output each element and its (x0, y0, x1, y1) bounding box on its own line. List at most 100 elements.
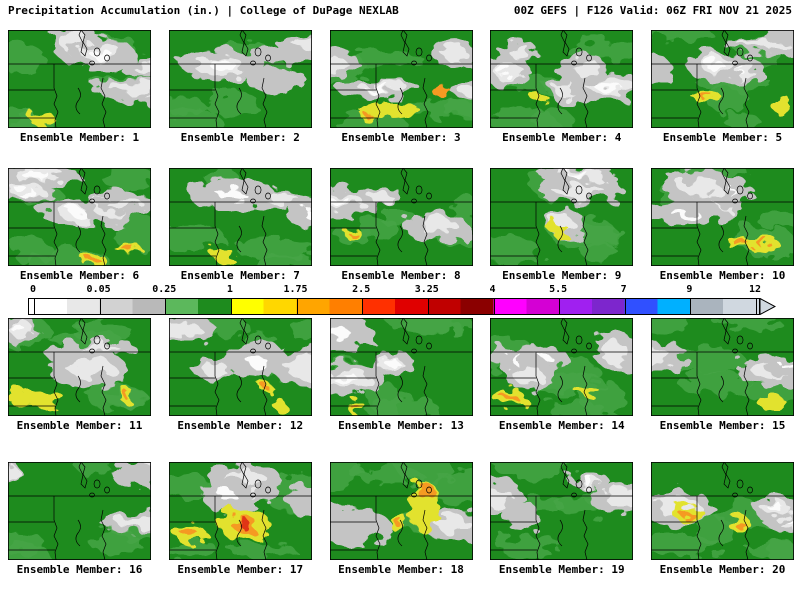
ensemble-panel: Ensemble Member: 1 (8, 30, 151, 144)
map-frame (329, 462, 473, 560)
precip-map (168, 168, 312, 266)
ensemble-panel: Ensemble Member: 6 (8, 168, 151, 282)
state-borders (8, 168, 151, 266)
precip-map (490, 318, 634, 416)
state-borders (168, 318, 312, 416)
header: Precipitation Accumulation (in.) | Colle… (0, 4, 800, 17)
panel-label: Ensemble Member: 19 (498, 563, 625, 576)
colorbar: 0 0.05 0.25 1 1.75 2.5 3.25 4 5.5 7 9 12 (0, 284, 800, 318)
precip-map (490, 30, 634, 128)
precip-blobs (8, 30, 151, 128)
ensemble-panel: Ensemble Member: 16 (8, 462, 151, 576)
ensemble-panel: Ensemble Member: 12 (168, 318, 312, 432)
ensemble-panel: Ensemble Member: 7 (168, 168, 312, 282)
ensemble-panel: Ensemble Member: 11 (8, 318, 151, 432)
precip-blobs (651, 30, 794, 128)
state-borders (329, 462, 473, 560)
colorbar-arrow (760, 298, 776, 315)
ensemble-panel: Ensemble Member: 5 (651, 30, 794, 144)
map-frame (8, 318, 151, 416)
ensemble-panel: Ensemble Member: 10 (651, 168, 794, 282)
panel-label: Ensemble Member: 10 (659, 269, 786, 282)
precip-map (490, 168, 634, 266)
map-frame (329, 168, 473, 266)
panel-label: Ensemble Member: 7 (180, 269, 300, 282)
precip-blobs (8, 168, 151, 266)
state-borders (329, 30, 473, 128)
state-borders (329, 168, 473, 266)
precip-blobs (329, 38, 473, 128)
colorbar-gradient (28, 298, 760, 315)
colorbar-boundary-tick (165, 299, 167, 314)
panel-label: Ensemble Member: 2 (180, 131, 300, 144)
state-borders (651, 30, 794, 128)
colorbar-boundary-tick (690, 299, 692, 314)
map-frame (651, 168, 794, 266)
precip-map (329, 30, 473, 128)
ensemble-panel: Ensemble Member: 14 (490, 318, 634, 432)
panel-label: Ensemble Member: 9 (502, 269, 622, 282)
state-borders (8, 30, 151, 128)
panel-row-2: Ensemble Member: 6 Ensemble Member: 7 En… (8, 168, 794, 282)
colorbar-boundary-tick (493, 299, 495, 314)
panel-row-4: Ensemble Member: 16 Ensemble Member: 17 … (8, 462, 794, 576)
precip-map (651, 168, 794, 266)
precip-map (168, 462, 312, 560)
panel-label: Ensemble Member: 3 (341, 131, 461, 144)
colorbar-boundary-tick (756, 299, 757, 314)
precip-map (651, 30, 794, 128)
run-valid-info: 00Z GEFS | F126 Valid: 06Z FRI NOV 21 20… (513, 4, 792, 17)
map-frame (651, 30, 794, 128)
precip-blobs (651, 489, 794, 560)
colorbar-tick-label: 1.75 (283, 284, 308, 295)
state-borders (651, 318, 794, 416)
colorbar-boundary-tick (296, 299, 298, 314)
ensemble-panel: Ensemble Member: 20 (651, 462, 794, 576)
precip-blobs (490, 462, 634, 556)
state-borders (168, 30, 312, 128)
state-borders (651, 462, 794, 560)
map-frame (651, 318, 794, 416)
precip-blobs (168, 318, 312, 414)
ensemble-panel: Ensemble Member: 4 (490, 30, 634, 144)
state-borders (651, 168, 794, 266)
precip-map (490, 462, 634, 560)
precip-map (329, 168, 473, 266)
precip-blobs (8, 462, 151, 560)
ensemble-panel: Ensemble Member: 2 (168, 30, 312, 144)
colorbar-tick-label: 9 (686, 284, 693, 295)
map-frame (329, 30, 473, 128)
ensemble-panel: Ensemble Member: 17 (168, 462, 312, 576)
map-frame (490, 168, 634, 266)
panel-label: Ensemble Member: 1 (19, 131, 140, 144)
colorbar-tick-label: 4 (489, 284, 496, 295)
panel-label: Ensemble Member: 12 (177, 419, 304, 432)
panel-label: Ensemble Member: 6 (19, 269, 140, 282)
precip-blobs (490, 40, 634, 128)
state-borders (8, 318, 151, 416)
panel-row-3: Ensemble Member: 11 Ensemble Member: 12 … (8, 318, 794, 432)
panel-label: Ensemble Member: 17 (177, 563, 304, 576)
map-frame (168, 30, 312, 128)
ensemble-panel: Ensemble Member: 15 (651, 318, 794, 432)
colorbar-arrow-shape (760, 298, 776, 315)
ensemble-panel: Ensemble Member: 18 (329, 462, 473, 576)
state-borders (490, 30, 634, 128)
state-borders (168, 168, 312, 266)
colorbar-boundary-tick (624, 299, 626, 314)
precip-map (651, 318, 794, 416)
precip-blobs (651, 168, 794, 259)
precip-map (168, 318, 312, 416)
panel-label: Ensemble Member: 18 (338, 563, 464, 576)
ensemble-panel: Ensemble Member: 19 (490, 462, 634, 576)
state-borders (329, 318, 473, 416)
panel-label: Ensemble Member: 4 (502, 131, 622, 144)
map-frame (8, 30, 151, 128)
precip-map (8, 318, 151, 416)
map-frame (168, 462, 312, 560)
precip-blobs (329, 318, 472, 416)
product-title: Precipitation Accumulation (in.) | Colle… (8, 4, 399, 17)
colorbar-boundary-tick (427, 299, 429, 314)
colorbar-tick-label: 1 (226, 284, 233, 295)
ensemble-panel: Ensemble Member: 3 (329, 30, 473, 144)
